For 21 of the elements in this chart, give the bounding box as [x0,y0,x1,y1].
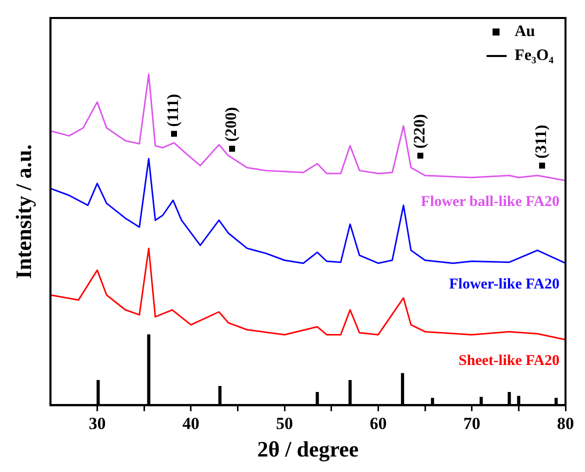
annotation: (111) [165,94,182,127]
point [417,152,424,159]
annotation: (311) [533,124,550,159]
x-tick-label: 70 [463,414,480,433]
x-tick-label: 50 [276,414,294,433]
x-tick-label: 30 [88,414,106,433]
annotation: (200) [223,107,240,142]
annotation: (220) [411,114,428,149]
legend-label: Au [514,23,536,40]
y-axis-title: Intensity / a.u. [10,144,36,279]
point [539,162,546,169]
x-tick-label: 60 [370,414,387,433]
x-tick-label: 80 [557,414,574,433]
point [229,146,236,152]
series-label: Flower ball-like FA20 [420,194,560,210]
point [171,130,177,137]
x-tick-label: 40 [182,414,200,433]
x-axis-title: 2θ / degree [257,436,359,462]
series-label: Sheet-like FA20 [458,353,560,370]
series-label: Flower-like FA20 [449,276,560,293]
legend-label: Fe₃O₄ [514,47,554,64]
